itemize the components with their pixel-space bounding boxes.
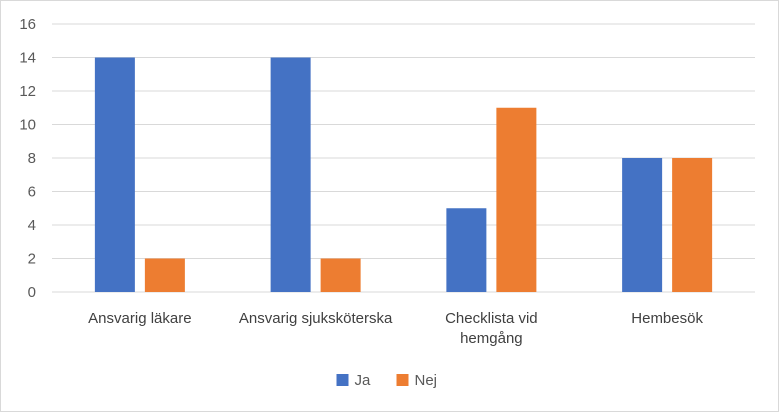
- y-tick-label: 10: [19, 117, 36, 134]
- legend-label-nej: Nej: [415, 372, 438, 389]
- bar-ja-2: [270, 57, 311, 292]
- y-tick-label: 8: [28, 150, 36, 167]
- bar-nej-1: [144, 258, 185, 292]
- bar-ja-1: [94, 57, 135, 292]
- x-category-label: hemgång: [460, 330, 523, 347]
- y-tick-label: 12: [19, 83, 36, 100]
- y-tick-label: 2: [28, 251, 36, 268]
- y-tick-label: 6: [28, 184, 36, 201]
- x-category-label: Hembesök: [631, 310, 703, 327]
- legend-swatch-nej: [396, 374, 409, 386]
- y-tick-label: 4: [28, 217, 36, 234]
- bar-nej-4: [672, 158, 713, 292]
- legend-swatch-ja: [336, 374, 349, 386]
- y-tick-label: 16: [19, 16, 36, 33]
- y-tick-label: 14: [19, 50, 36, 67]
- x-category-label: Ansvarig läkare: [88, 310, 191, 327]
- bar-ja-4: [622, 158, 663, 292]
- x-category-label: Ansvarig sjuksköterska: [239, 310, 393, 327]
- x-category-label: Checklista vid: [445, 310, 538, 327]
- legend-label-ja: Ja: [355, 372, 372, 389]
- bar-nej-3: [496, 107, 537, 292]
- bar-nej-2: [320, 258, 361, 292]
- y-tick-label: 0: [28, 284, 36, 301]
- bar-ja-3: [446, 208, 487, 292]
